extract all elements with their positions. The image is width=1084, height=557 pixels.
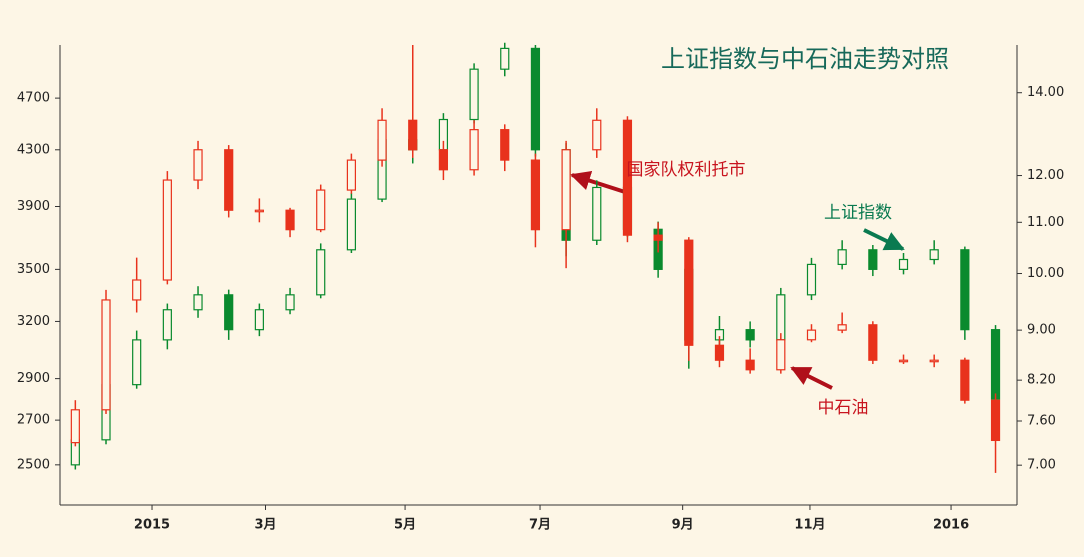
candle-body [898,359,909,363]
x-tick-label: 7月 [529,518,551,533]
x-tick-label: 9月 [672,518,694,533]
x-tick-label: 2015 [134,518,170,533]
candle-body [868,249,878,270]
candle-body [837,249,847,266]
candle-body [316,249,326,296]
y-tick-label: 4300 [17,142,50,157]
x-tick-label: 3月 [254,518,276,533]
candle-body [469,129,479,171]
candle-body [254,309,264,331]
candle-body [990,399,1001,442]
candle-body [162,179,172,281]
x-tick-label: 5月 [394,518,416,533]
candle-body [592,119,602,151]
candle-body [990,329,1001,400]
candle-body [745,329,755,341]
annotation-arrow [790,366,833,390]
y2-tick-label: 14.00 [1027,85,1064,100]
candle-body [622,119,633,236]
candle-body [714,344,725,361]
y-tick-label: 3200 [17,314,50,329]
candle-body [132,339,142,386]
candle-body [960,359,970,401]
y-tick-label: 2900 [17,371,50,386]
candle-body [408,119,418,151]
y2-tick-label: 7.60 [1027,413,1056,428]
candle-body [101,299,111,411]
candle-body [530,47,541,151]
candle-body [684,239,694,346]
candle-body [316,189,326,231]
y-tick-label: 3900 [17,199,50,214]
candle-body [224,149,234,211]
candle-body [929,359,939,363]
candle-body [193,149,203,181]
candle-body [837,324,847,331]
x-tick-label: 11月 [794,518,825,533]
candle-body [254,209,264,213]
chart-title: 上证指数与中石油走势对照 [661,45,949,73]
candle-body [500,47,510,70]
candle-body [898,258,909,270]
y2-tick-label: 12.00 [1027,168,1064,183]
candle-body [806,329,817,341]
annotation: 国家队权利托市 [627,160,746,180]
y-tick-label: 4700 [17,91,50,106]
candle-body [776,294,786,341]
candle-body [162,309,172,341]
y-tick-label: 2700 [17,413,50,428]
candle-body [960,249,970,331]
candle-body [377,119,387,161]
annotation-arrow [570,170,626,194]
candle-body [193,294,203,311]
candle-body [653,234,663,241]
y2-tick-label: 7.00 [1027,458,1056,473]
candle-body [224,294,234,331]
series-label: 上证指数 [824,203,892,223]
y2-tick-label: 9.00 [1027,323,1056,338]
candle-body [806,263,817,296]
candle-body [776,339,786,371]
y2-tick-label: 11.00 [1027,215,1064,230]
series-label: 中石油 [818,398,869,418]
annotation-arrow [863,228,905,251]
candle-body [438,149,449,171]
candle-body [530,159,541,231]
candle-body [285,294,295,311]
y-tick-label: 2500 [17,457,50,472]
candle-body [500,129,510,161]
candle-body [745,359,755,371]
candle-body [132,279,142,301]
candle-body [592,186,602,241]
candle-body [285,209,295,231]
candle-body [929,249,939,261]
candle-body [70,409,80,444]
candle-body [868,324,878,361]
y2-tick-label: 10.00 [1027,266,1064,281]
y-tick-label: 3500 [17,262,50,277]
candle-body [561,149,571,231]
candle-body [346,159,356,191]
y2-tick-label: 8.20 [1027,373,1056,388]
candle-body [346,198,356,251]
x-tick-label: 2016 [933,518,969,533]
candle-body [469,68,479,121]
